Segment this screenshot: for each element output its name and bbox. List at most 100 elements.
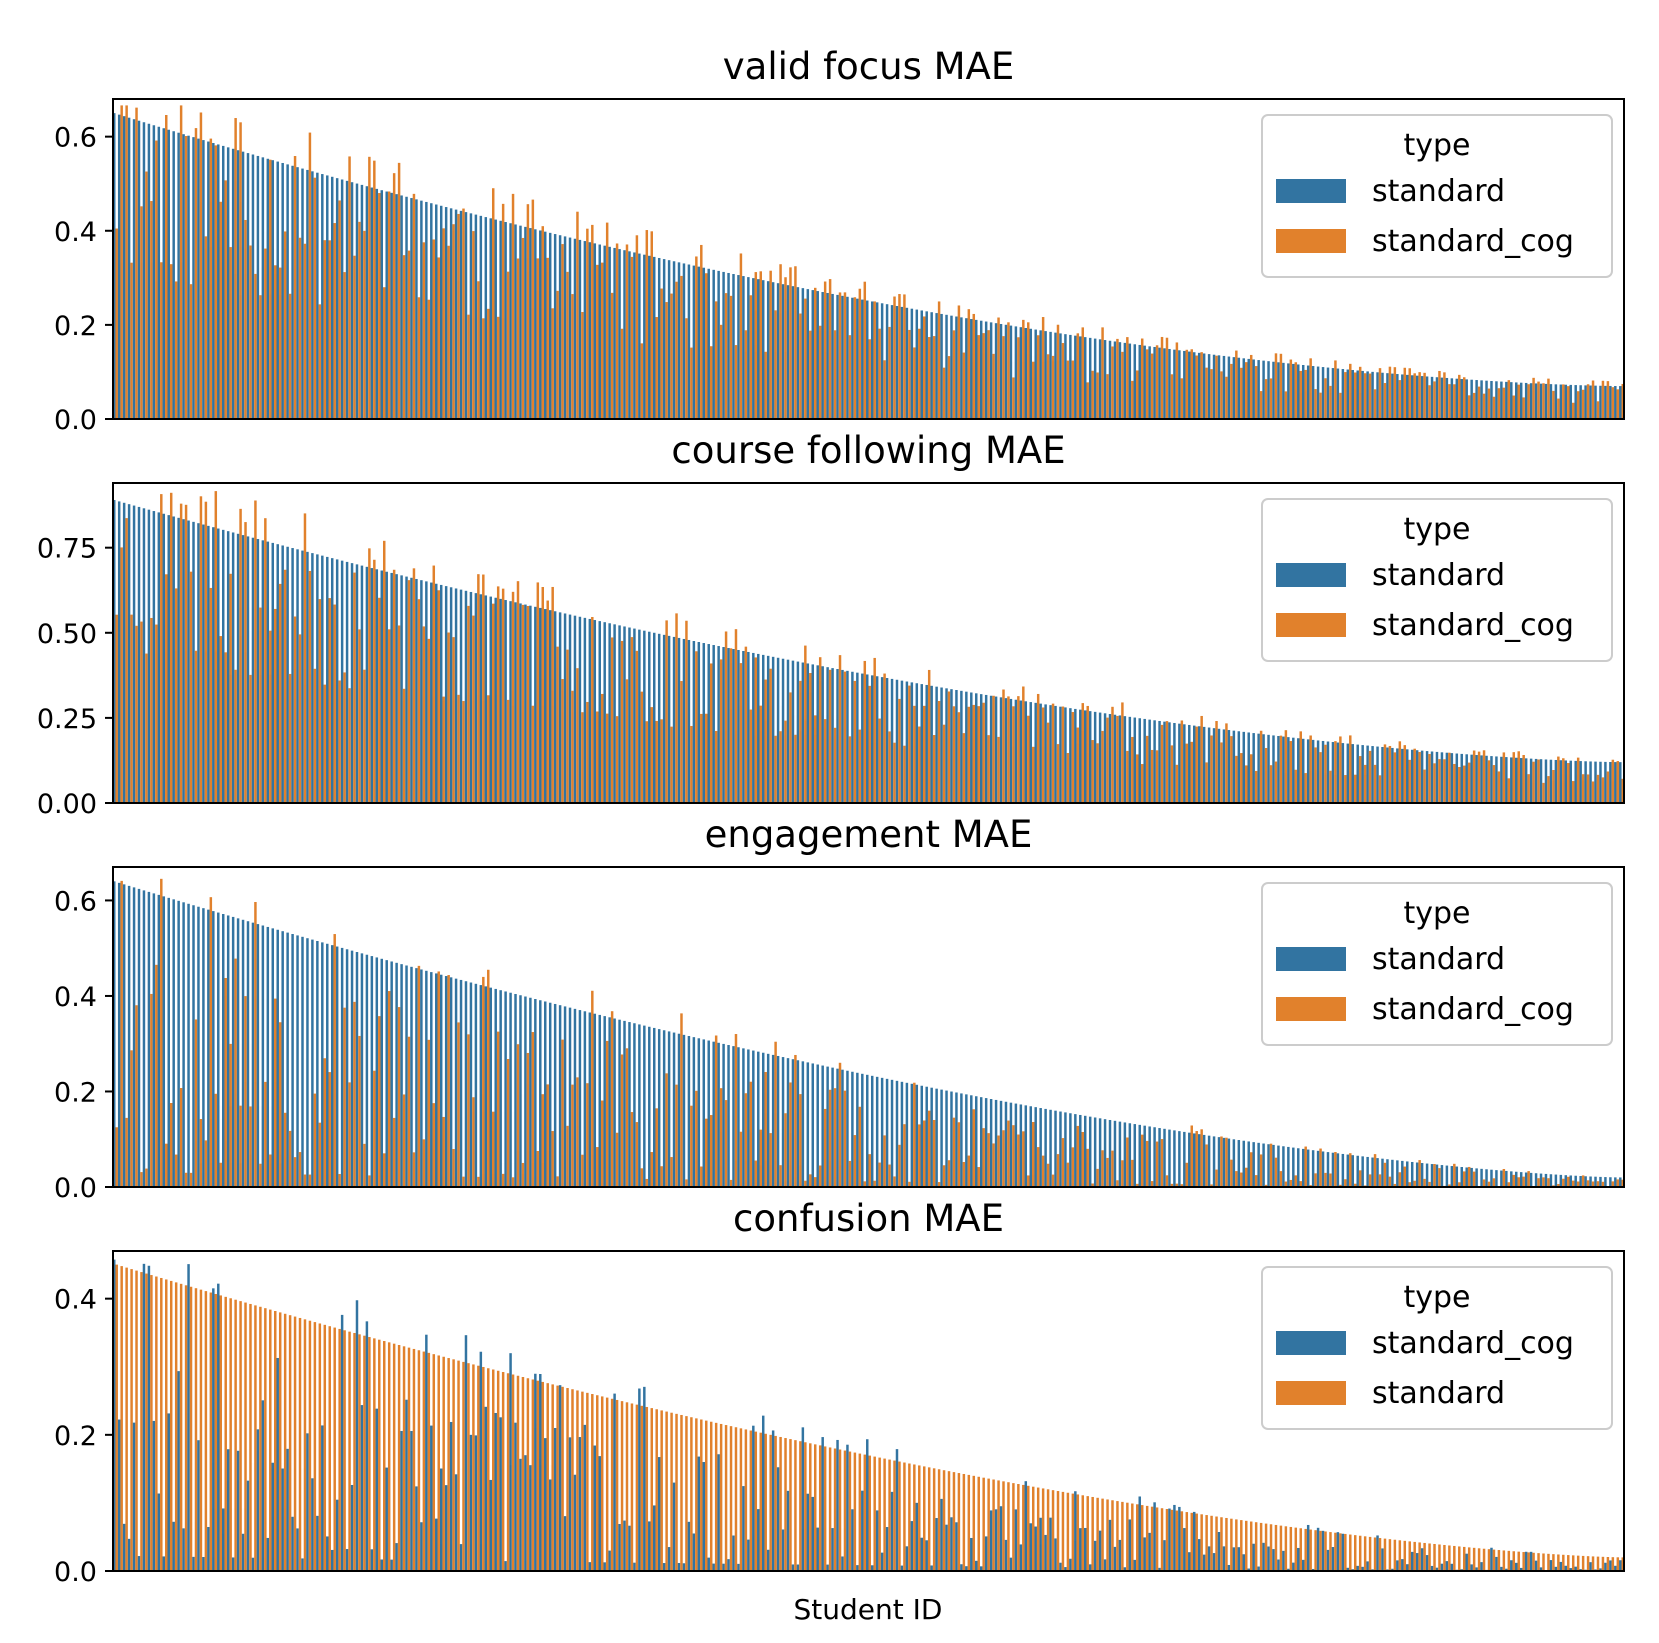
bar-orange <box>734 1034 738 1187</box>
legend-title: type <box>1403 896 1470 931</box>
bar-orange <box>779 731 782 803</box>
bar-blue <box>1019 1544 1023 1571</box>
bar-blue <box>142 508 146 803</box>
bar-blue <box>167 897 170 1187</box>
bar-blue <box>890 305 894 419</box>
bar-blue <box>662 259 666 419</box>
bar-orange <box>1472 1547 1476 1571</box>
bar-blue <box>1381 747 1384 803</box>
bar-blue <box>271 1462 275 1571</box>
bar-blue <box>757 1509 760 1571</box>
bar-blue <box>890 1491 894 1571</box>
bar-blue <box>1098 712 1102 803</box>
bar-blue <box>935 1518 938 1571</box>
bar-orange <box>878 718 881 803</box>
bar-orange <box>174 1154 178 1187</box>
bar-orange <box>130 614 133 803</box>
bar-blue <box>167 515 170 803</box>
bar-orange <box>199 1289 203 1571</box>
bar-orange <box>596 1147 599 1187</box>
bar-orange <box>843 292 847 419</box>
bar-blue <box>821 1437 824 1571</box>
bar-orange <box>343 1007 346 1187</box>
bar-blue <box>256 155 260 419</box>
bar-blue <box>1311 1568 1315 1571</box>
bar-orange <box>1398 1172 1402 1187</box>
bar-blue <box>1391 747 1394 803</box>
bar-orange <box>853 1135 857 1187</box>
bar-blue <box>900 306 904 419</box>
bar-orange <box>1284 730 1288 803</box>
bar-orange <box>1225 723 1228 803</box>
bar-blue <box>1148 346 1151 419</box>
bar-orange <box>744 1429 748 1571</box>
bar-blue <box>613 247 616 419</box>
bar-orange <box>1299 731 1302 803</box>
y-tick-label: 0.00 <box>37 789 97 820</box>
bar-orange <box>1443 759 1446 803</box>
bar-blue <box>1262 1143 1265 1187</box>
bar-blue <box>1277 362 1280 419</box>
bar-orange <box>754 1431 758 1571</box>
bar-blue <box>444 976 448 1187</box>
bar-blue <box>1445 1561 1449 1571</box>
bar-blue <box>633 1023 636 1187</box>
bar-orange <box>1576 1181 1580 1187</box>
bar-blue <box>1247 1141 1250 1187</box>
bar-blue <box>628 1525 631 1571</box>
bar-blue <box>1054 1110 1057 1187</box>
bar-orange <box>1408 1541 1411 1571</box>
bar-orange <box>1175 764 1179 803</box>
bar-orange <box>358 221 361 419</box>
bar-blue <box>1188 1132 1191 1187</box>
bar-blue <box>425 970 428 1187</box>
bar-orange <box>759 1129 762 1187</box>
bar-blue <box>692 265 696 419</box>
bar-blue <box>890 1079 894 1187</box>
bar-blue <box>667 635 671 803</box>
bar-orange <box>1507 1550 1511 1571</box>
bar-orange <box>1462 377 1466 419</box>
bar-blue <box>1450 1166 1454 1187</box>
bar-blue <box>1544 383 1548 419</box>
bar-blue <box>950 315 953 419</box>
bar-blue <box>1079 1528 1082 1571</box>
bar-blue <box>846 296 849 419</box>
bar-orange <box>1086 705 1089 803</box>
bar-orange <box>581 312 584 419</box>
bar-blue <box>330 945 334 1187</box>
bar-orange <box>1145 1505 1149 1571</box>
bar-blue <box>281 1468 284 1571</box>
bar-blue <box>1004 1101 1008 1187</box>
bar-blue <box>1564 384 1568 419</box>
bar-blue <box>1168 1129 1171 1187</box>
bar-orange <box>838 1449 842 1571</box>
bar-blue <box>1401 748 1404 803</box>
bar-orange <box>1140 1134 1144 1187</box>
bar-blue <box>1529 758 1533 803</box>
bar-orange <box>1304 773 1307 803</box>
bar-orange <box>1542 1177 1545 1187</box>
bar-orange <box>1279 353 1283 419</box>
bar-orange <box>1066 1492 1070 1571</box>
bar-orange <box>1428 1181 1431 1187</box>
bar-blue <box>479 985 483 1187</box>
bar-orange <box>586 701 589 803</box>
bar-blue <box>761 654 765 803</box>
bar-orange <box>313 1093 317 1187</box>
bar-orange <box>1591 1181 1595 1187</box>
bar-blue <box>1197 352 1201 419</box>
bar-blue <box>836 1439 839 1571</box>
bar-orange <box>1111 346 1114 419</box>
bar-blue <box>207 1527 210 1571</box>
bar-orange <box>209 587 213 803</box>
bar-orange <box>1557 398 1560 419</box>
bar-orange <box>1621 1179 1624 1187</box>
bar-blue <box>1604 761 1607 803</box>
bar-blue <box>113 881 116 1187</box>
bar-blue <box>479 1351 483 1571</box>
bar-orange <box>784 1113 787 1187</box>
bar-blue <box>821 292 824 419</box>
bar-blue <box>732 1535 735 1571</box>
bar-orange <box>417 1350 421 1571</box>
